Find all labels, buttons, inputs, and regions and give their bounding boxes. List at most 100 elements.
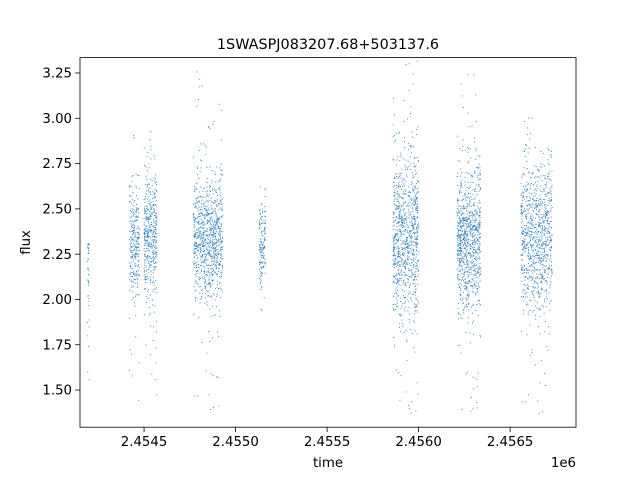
data-point [539,218,541,220]
data-point [395,233,397,235]
data-point [468,243,470,245]
data-point [523,248,525,250]
data-point [397,198,399,200]
data-point [463,220,465,222]
data-point [539,224,541,226]
data-point [474,189,476,191]
data-point [395,247,397,249]
data-point [472,222,474,224]
data-point [193,191,195,193]
data-point [521,233,523,235]
data-point [393,235,395,237]
data-point [143,222,145,224]
data-point [545,213,547,215]
data-point [415,203,417,205]
data-point [469,212,471,214]
data-point [393,220,395,222]
data-point [523,246,525,248]
data-point [210,200,212,202]
data-point [457,253,459,255]
data-point [399,234,401,236]
data-point [460,251,462,253]
data-point [207,283,209,285]
data-point [536,184,538,186]
data-point [204,297,206,299]
data-point [392,250,394,252]
data-point [414,219,416,221]
data-point [536,287,538,289]
data-point [534,195,536,197]
data-point [204,271,206,273]
data-point [526,244,528,246]
data-point [201,270,202,272]
data-point [204,292,206,294]
data-point [541,217,543,219]
data-point [194,280,196,282]
data-point [411,262,413,264]
data-point [457,303,459,305]
data-point [132,233,134,235]
data-point [151,208,153,210]
data-point [148,242,150,244]
data-point [547,254,549,256]
data-point [196,261,198,263]
data-point [460,191,462,193]
data-point [406,216,408,218]
data-point [521,205,523,207]
data-point [146,244,148,246]
data-point [133,273,135,275]
data-point [528,172,530,174]
data-point [215,166,217,168]
data-point [526,232,528,234]
data-point [457,232,459,234]
data-point [219,188,221,190]
data-point [400,204,402,206]
data-point [147,217,149,219]
data-point [402,198,404,200]
data-point [459,212,461,214]
data-point [479,335,481,337]
data-point [395,242,397,244]
data-point [193,214,195,216]
data-point [544,165,546,167]
data-point [195,231,197,233]
data-point [219,235,221,237]
data-point [217,288,219,290]
data-point [470,192,472,194]
data-point [131,234,133,236]
data-point [143,217,145,219]
data-point [198,244,200,246]
data-point [206,237,208,239]
data-point [201,236,203,238]
data-point [549,189,551,191]
data-point [397,248,399,250]
data-point [145,217,147,219]
data-point [154,305,156,307]
data-point [417,232,419,234]
data-point [132,267,134,269]
data-point [524,185,526,187]
data-point [211,256,213,257]
data-point [543,202,545,204]
data-point [463,198,465,200]
data-point [461,284,463,286]
data-point [135,250,137,252]
data-point [526,268,528,270]
data-point [207,295,209,297]
data-point [215,252,217,254]
data-point [525,218,527,220]
data-point [392,304,394,306]
data-point [405,180,407,182]
data-point [129,266,131,268]
data-point [402,193,404,195]
data-point [475,233,477,235]
data-point [416,208,418,210]
data-point [410,297,412,299]
data-point [220,173,222,175]
data-point [464,271,466,273]
data-point [209,226,211,228]
data-point [200,186,202,188]
data-point [532,263,534,265]
data-point [199,219,201,221]
